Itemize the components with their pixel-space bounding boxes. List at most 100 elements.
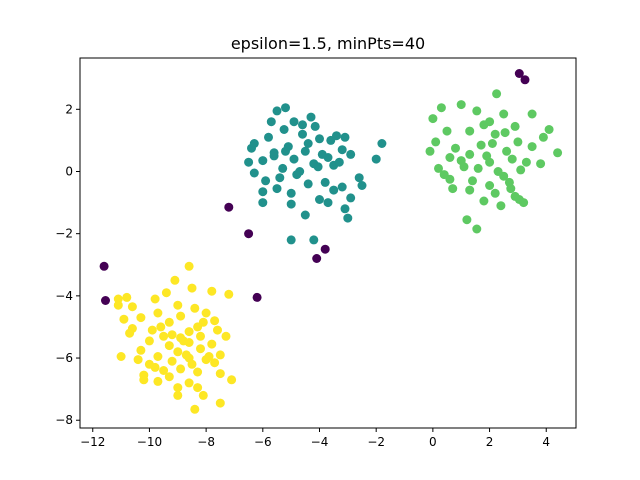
y-tick-label: 0 xyxy=(65,164,73,178)
scatter-point xyxy=(436,103,446,113)
scatter-point xyxy=(472,106,482,116)
x-tick-label: 2 xyxy=(486,435,494,449)
y-tick-label: −4 xyxy=(55,289,73,303)
scatter-point xyxy=(516,165,526,175)
scatter-point xyxy=(527,142,537,152)
scatter-point xyxy=(113,294,123,304)
axes-frame xyxy=(79,57,577,429)
scatter-point xyxy=(320,244,330,254)
scatter-point xyxy=(101,296,110,305)
x-tick-label: 4 xyxy=(542,435,550,449)
x-tick-label: 0 xyxy=(429,435,437,449)
y-axis: −8 −6 −4 −2 0 2 xyxy=(55,102,80,427)
scatter-point xyxy=(164,341,174,351)
scatter-point xyxy=(337,145,347,155)
scatter-point xyxy=(281,146,290,156)
scatter-point xyxy=(513,137,523,147)
x-tick-label: −8 xyxy=(197,435,215,449)
scatter-point xyxy=(150,294,160,304)
scatter-point xyxy=(196,331,205,341)
x-tick-label: −4 xyxy=(311,435,329,449)
scatter-point xyxy=(448,184,458,194)
scatter-point xyxy=(252,292,262,302)
scatter-point xyxy=(312,254,322,263)
scatter-point xyxy=(153,376,163,386)
scatter-point xyxy=(514,69,524,78)
scatter-point xyxy=(303,139,313,148)
scatter-point xyxy=(127,302,137,312)
scatter-point xyxy=(173,347,183,357)
scatter-point xyxy=(184,378,194,388)
scatter-point xyxy=(136,313,146,323)
scatter-point xyxy=(181,350,191,360)
scatter-point xyxy=(465,149,475,159)
scatter-point xyxy=(313,162,323,172)
scatter-point xyxy=(502,146,512,156)
scatter-point xyxy=(125,328,135,338)
scatter-point xyxy=(176,311,186,321)
scatter-point xyxy=(204,352,214,361)
scatter-point xyxy=(213,325,222,335)
scatter-point xyxy=(428,114,438,124)
scatter-point xyxy=(258,156,268,166)
scatter-point xyxy=(343,213,353,223)
scatter-point xyxy=(198,317,208,327)
scatter-point xyxy=(215,398,225,408)
scatter-point xyxy=(159,366,169,375)
scatter-point xyxy=(196,344,205,354)
scatter-point xyxy=(506,184,516,194)
scatter-point xyxy=(227,375,237,385)
scatter-point xyxy=(266,117,276,127)
scatter-point xyxy=(207,339,217,349)
scatter-point xyxy=(473,163,483,173)
scatter-point xyxy=(193,383,203,393)
scatter-point xyxy=(164,372,174,382)
scatter-point xyxy=(434,163,443,173)
scatter-point xyxy=(286,188,296,198)
scatter-point xyxy=(315,195,324,204)
scatter-point xyxy=(482,151,492,161)
scatter-point xyxy=(116,352,126,361)
scatter-point xyxy=(538,132,548,142)
scatter-point xyxy=(179,336,188,346)
scatter-point xyxy=(462,215,472,225)
scatter-point xyxy=(99,261,109,271)
scatter-point xyxy=(465,126,475,136)
scatter-point xyxy=(354,173,364,183)
scatter-point xyxy=(153,352,163,361)
scatter-point xyxy=(289,117,299,127)
scatter-point xyxy=(315,134,324,144)
y-tick-label: 2 xyxy=(65,102,73,116)
scatter-point xyxy=(485,117,495,127)
scatter-point xyxy=(507,154,517,164)
scatter-point xyxy=(479,196,489,206)
scatter-point xyxy=(346,149,356,159)
scatter-point xyxy=(292,170,302,180)
scatter-point xyxy=(468,176,477,186)
scatter-point xyxy=(425,146,435,156)
x-tick-label: −12 xyxy=(80,435,105,449)
scatter-point xyxy=(286,235,296,245)
scatter-point xyxy=(451,143,460,153)
scatter-point xyxy=(173,390,183,400)
scatter-point xyxy=(136,345,146,355)
scatter-point xyxy=(442,126,452,136)
scatter-point xyxy=(310,121,320,131)
scatter-point xyxy=(490,129,500,139)
scatter-point xyxy=(258,187,268,197)
scatter-point xyxy=(377,139,387,148)
scatter-point xyxy=(521,157,531,167)
points-layer xyxy=(99,69,563,414)
y-tick-label: −8 xyxy=(55,413,73,427)
scatter-point xyxy=(159,331,169,341)
scatter-point xyxy=(167,356,177,366)
scatter-point xyxy=(272,184,282,194)
x-tick-label: −6 xyxy=(254,435,272,449)
scatter-point xyxy=(536,159,546,169)
scatter-point xyxy=(309,235,319,245)
scatter-point xyxy=(371,154,381,164)
scatter-point xyxy=(346,193,356,203)
scatter-point xyxy=(492,89,502,99)
scatter-point xyxy=(544,125,554,134)
